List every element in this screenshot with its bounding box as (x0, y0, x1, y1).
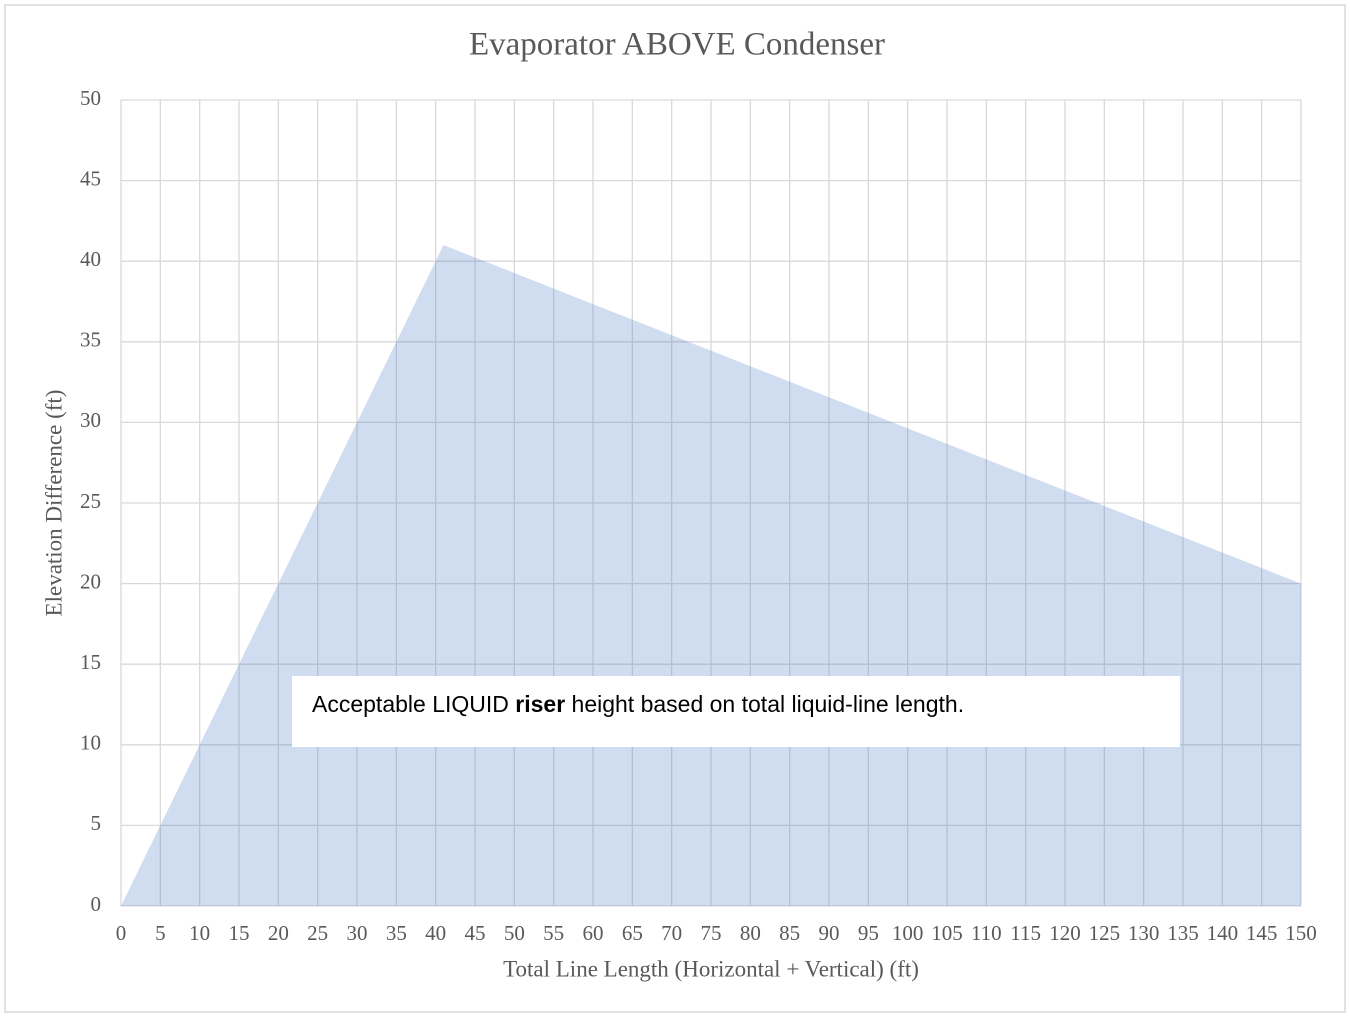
y-tick-label: 50 (80, 86, 101, 110)
x-tick-label: 90 (819, 921, 840, 945)
x-tick-label: 65 (622, 921, 643, 945)
x-tick-label: 55 (543, 921, 564, 945)
y-tick-label: 20 (80, 569, 101, 593)
x-tick-label: 5 (155, 921, 166, 945)
x-tick-label: 60 (583, 921, 604, 945)
annotation-bold: riser (515, 691, 565, 717)
y-tick-label: 35 (80, 328, 101, 352)
x-tick-label: 80 (740, 921, 761, 945)
x-tick-label: 150 (1285, 921, 1317, 945)
y-tick-label: 15 (80, 650, 101, 674)
annotation: Acceptable LIQUID riser height based on … (312, 691, 964, 717)
x-tick-label: 115 (1010, 921, 1041, 945)
y-axis-label: Elevation Difference (ft) (41, 390, 66, 617)
y-tick-label: 30 (80, 408, 101, 432)
x-tick-label: 130 (1128, 921, 1160, 945)
chart-title: Evaporator ABOVE Condenser (469, 27, 885, 63)
y-tick-label: 5 (91, 811, 102, 835)
annotation-text: Acceptable LIQUID (312, 691, 515, 717)
chart-border (4, 4, 1346, 1013)
x-tick-label: 40 (425, 921, 446, 945)
x-tick-label: 45 (465, 921, 486, 945)
x-tick-label: 120 (1049, 921, 1081, 945)
x-tick-label: 15 (229, 921, 250, 945)
annotation-box (292, 676, 1180, 747)
x-tick-label: 20 (268, 921, 289, 945)
x-tick-label: 75 (701, 921, 722, 945)
x-tick-label: 50 (504, 921, 525, 945)
x-tick-label: 70 (661, 921, 682, 945)
x-tick-label: 25 (307, 921, 328, 945)
x-tick-label: 10 (189, 921, 210, 945)
x-tick-label: 135 (1167, 921, 1199, 945)
y-tick-label: 40 (80, 247, 101, 271)
x-tick-label: 145 (1246, 921, 1278, 945)
y-tick-label: 25 (80, 489, 101, 513)
grid (120, 99, 1302, 907)
x-tick-label: 140 (1207, 921, 1239, 945)
y-tick-label: 10 (80, 731, 101, 755)
x-tick-label: 85 (779, 921, 800, 945)
y-tick-label: 0 (91, 892, 102, 916)
x-tick-label: 110 (971, 921, 1002, 945)
x-tick-label: 100 (892, 921, 924, 945)
x-axis-label: Total Line Length (Horizontal + Vertical… (503, 956, 919, 981)
x-tick-label: 35 (386, 921, 407, 945)
y-tick-label: 45 (80, 166, 101, 190)
x-tick-label: 30 (347, 921, 368, 945)
x-tick-label: 95 (858, 921, 879, 945)
x-tick-label: 125 (1089, 921, 1121, 945)
x-tick-label: 105 (931, 921, 963, 945)
ticks: 0 5 10 15 20 25 30 35 40 45 50 0 5 10 15 20 25 30 35 40 45 50… (80, 86, 1317, 945)
x-tick-label: 0 (116, 921, 127, 945)
annotation-text: height based on total liquid-line length… (565, 691, 964, 717)
